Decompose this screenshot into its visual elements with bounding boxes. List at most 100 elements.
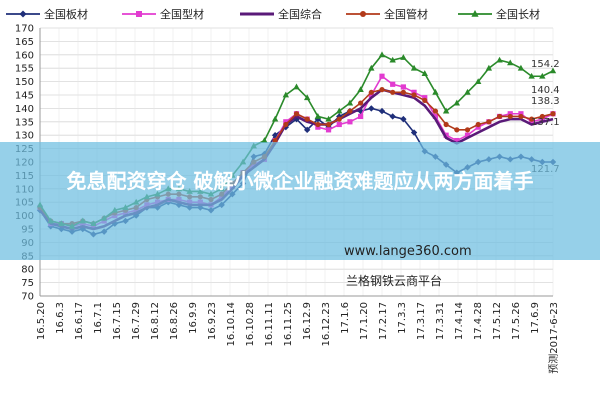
data-point [432, 88, 439, 95]
data-point [304, 116, 310, 122]
x-tick-label: 17.6.9 [530, 302, 541, 334]
data-point [475, 124, 481, 130]
watermark-url: www.lange360.com [344, 244, 472, 259]
data-point [379, 87, 385, 93]
x-tick-label: 17.4.28 [473, 302, 484, 340]
data-point [293, 111, 300, 117]
data-point [347, 108, 353, 114]
y-tick-label: 80 [21, 265, 34, 276]
data-point [400, 115, 407, 123]
data-point [432, 113, 439, 120]
data-point [271, 115, 279, 122]
data-point [282, 91, 290, 98]
data-point [496, 56, 503, 63]
data-point [496, 113, 503, 120]
data-point [421, 70, 428, 76]
data-point [368, 64, 375, 71]
end-value-label: 140.4 [531, 85, 560, 96]
data-point [368, 89, 374, 95]
data-point [336, 107, 343, 114]
data-point [454, 127, 460, 133]
data-point [464, 88, 471, 95]
x-tick-label: 17.1.6 [340, 302, 351, 334]
legend-label: 全国长材 [496, 7, 540, 21]
data-point [432, 108, 439, 114]
data-point [261, 137, 268, 143]
data-point [272, 137, 278, 144]
data-point [422, 97, 428, 103]
legend-label: 全国综合 [278, 7, 322, 21]
x-tick-label: 16.12.23 [321, 302, 332, 347]
legend-marker [471, 10, 479, 17]
data-point [464, 127, 471, 133]
data-point [400, 84, 406, 90]
data-point [410, 129, 418, 136]
data-point [422, 95, 428, 101]
y-tick-label: 165 [15, 37, 34, 48]
data-point [549, 67, 557, 74]
x-tick-label: 16.7.1 [93, 302, 104, 334]
data-point [486, 119, 492, 125]
data-point [379, 73, 385, 79]
data-point [517, 64, 525, 71]
data-point [442, 107, 450, 114]
data-point [485, 64, 493, 71]
legend-label: 全国型材 [160, 7, 204, 21]
data-point [443, 121, 449, 128]
data-point [464, 132, 471, 138]
data-point [325, 127, 332, 133]
y-tick-label: 70 [21, 292, 34, 303]
data-point [315, 124, 321, 130]
x-tick-label: 16.10.28 [245, 302, 256, 347]
watermark-name: 兰格钢铁云商平台 [346, 274, 443, 288]
data-point [336, 121, 342, 128]
x-tick-label: 16.6.17 [74, 302, 85, 340]
legend: 全国板材 全国型材 全国综合 全国管材 全国长材 [6, 7, 540, 21]
data-point [283, 119, 289, 125]
legend-marker [136, 11, 142, 17]
data-point [303, 126, 311, 134]
data-point [507, 113, 513, 120]
data-point [283, 121, 289, 128]
end-value-label: 154.2 [531, 59, 560, 70]
data-point [390, 89, 396, 95]
data-point [518, 111, 524, 117]
legend-marker [360, 11, 366, 17]
y-tick-label: 145 [15, 91, 34, 102]
x-tick-label: 17.3.17 [416, 302, 427, 340]
data-point [389, 56, 396, 63]
x-tick-label: 16.8.26 [169, 302, 180, 340]
promo-banner[interactable] [0, 142, 600, 260]
x-tick-label: 16.11.11 [264, 302, 275, 347]
x-tick-label: 17.1.20 [359, 302, 370, 340]
data-point [400, 54, 407, 60]
y-tick-label: 155 [15, 64, 34, 75]
x-tick-label: 17.2.17 [378, 302, 389, 340]
y-tick-label: 150 [15, 77, 34, 88]
end-value-label: 137.1 [531, 117, 560, 128]
x-tick-label: 17.4.14 [454, 302, 465, 340]
y-tick-label: 170 [15, 24, 34, 35]
promo-banner-text[interactable]: 免息配资穿仓 破解小微企业融资难题应从两方面着手 [66, 169, 534, 193]
data-point [529, 116, 535, 122]
data-point [368, 92, 374, 98]
legend-label: 全国板材 [44, 7, 88, 21]
x-tick-label: 16.5.20 [36, 302, 47, 340]
x-tick-label: 17.5.26 [511, 302, 522, 340]
data-point [474, 78, 482, 84]
x-tick-label: 预测2017-6-23 [547, 302, 560, 374]
data-point [539, 116, 545, 122]
x-tick-label: 17.3.31 [435, 302, 446, 340]
data-point [357, 86, 364, 93]
data-point [378, 51, 386, 58]
x-axis: 16.5.20 16.6.3 16.6.17 16.7.1 16.7.15 16.7.29… [36, 295, 560, 374]
data-point [325, 115, 332, 122]
data-point [390, 81, 396, 87]
x-tick-label: 16.8.12 [150, 302, 161, 340]
data-point [507, 111, 513, 117]
data-point [314, 115, 322, 123]
data-point [475, 121, 481, 128]
data-point [346, 99, 354, 106]
data-point [347, 119, 353, 125]
y-tick-label: 130 [15, 131, 34, 142]
